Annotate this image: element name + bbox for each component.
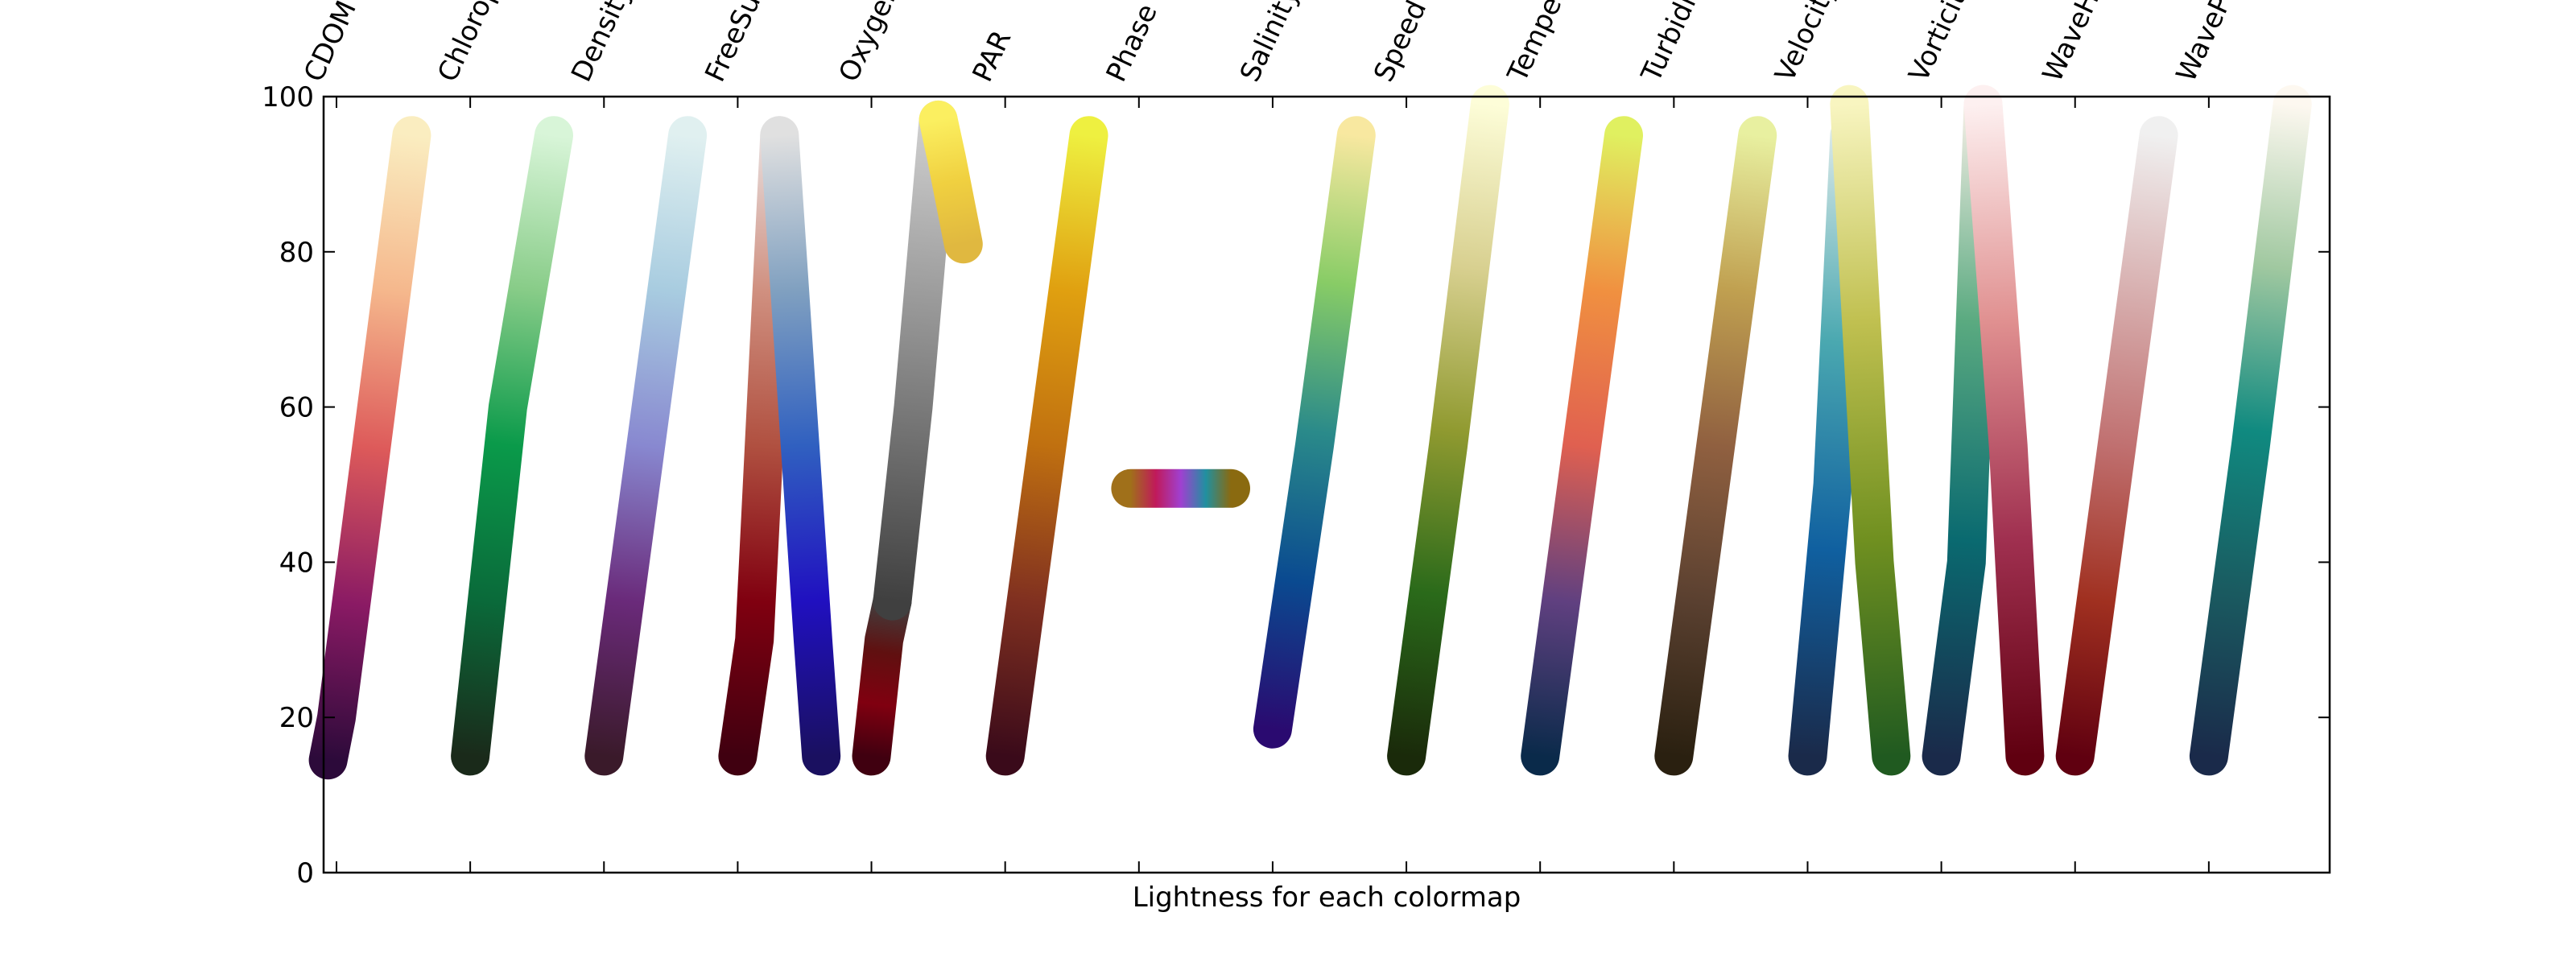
x-tick-label-salinity: Salinity: [1234, 0, 1306, 87]
x-tick-label-temperature: Temperature: [1501, 0, 1604, 88]
x-tick-labels: CDOM Chlorophyll Density FreeSurface Oxygen P…: [298, 0, 2267, 88]
colormap-stroke-speed: [1387, 85, 1509, 776]
x-axis-title: Lightness for each colormap: [1133, 881, 1521, 914]
colormap-stroke-turbidity: [1654, 116, 1777, 776]
colormap-stroke-cdom: [308, 116, 431, 780]
axis-ticks: [324, 96, 2330, 873]
x-tick-label-chlorophyll: Chlorophyll: [431, 0, 526, 87]
y-tick-label: 80: [279, 237, 314, 269]
plot-frame: [322, 95, 2331, 874]
y-tick-label: 40: [279, 547, 314, 579]
x-tick-label-cdom: CDOM: [298, 0, 363, 87]
colormap-stroke-chlorophyll: [451, 116, 573, 776]
x-tick-label-velocity: Velocity: [1769, 0, 1843, 87]
x-tick-label-phase: Phase: [1100, 0, 1164, 87]
x-tick-label-oxygen: Oxygen: [832, 0, 906, 87]
colormap-stroke-temperature: [1521, 116, 1643, 776]
x-tick-label-turbidity: Turbidity: [1635, 0, 1715, 88]
y-tick-label: 60: [279, 392, 314, 424]
x-tick-label-par: PAR: [967, 26, 1018, 87]
colormap-stroke-freesurface: [760, 116, 841, 776]
colormap-stroke-salinity: [1253, 116, 1376, 749]
x-tick-label-waveperiod: WavePeriod: [2170, 0, 2267, 87]
x-tick-label-density: Density: [565, 0, 638, 87]
colormap-stroke-vorticity: [1963, 85, 2045, 776]
y-tick-label: 0: [296, 857, 314, 890]
colormap-stroke-par: [985, 116, 1108, 776]
x-tick-label-freesurface: FreeSurface: [699, 0, 796, 87]
colormap-stroke-oxygen: [852, 581, 912, 776]
colormap-stroke-density: [584, 116, 708, 776]
colormap-stroke-oxygen: [919, 100, 983, 264]
x-tick-label-vorticity: Vorticity: [1903, 0, 1979, 87]
colormap-stroke-waveperiod: [2189, 85, 2312, 776]
y-tick-label: 100: [262, 81, 314, 114]
y-tick-labels: 0 20 40 60 80 100: [262, 81, 314, 890]
x-tick-label-waveheight: WaveHeight: [2037, 0, 2136, 87]
colormap-stroke-velocity: [1830, 85, 1911, 776]
colormap-strokes: [308, 85, 2312, 780]
colormap-stroke-oxygen: [873, 100, 958, 621]
colormap-stroke-waveheight: [2055, 116, 2178, 776]
colormap-stroke-freesurface: [718, 116, 799, 776]
y-tick-label: 20: [279, 702, 314, 734]
x-tick-label-speed: Speed: [1368, 0, 1433, 87]
